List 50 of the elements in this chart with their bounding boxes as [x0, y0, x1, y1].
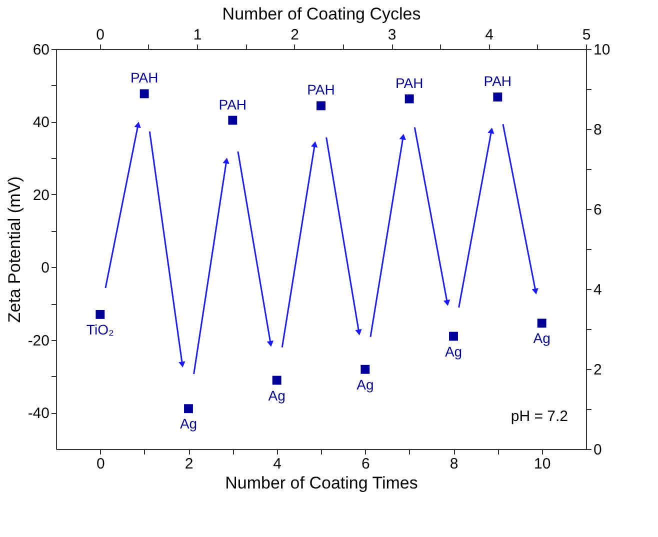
annotation: PAH — [130, 70, 158, 86]
x2-tick-label: 1 — [193, 26, 202, 44]
annotation: PAH — [395, 74, 424, 91]
x2-axis-title: Number of Coating Cycles — [222, 4, 421, 24]
annotation: PAH — [484, 73, 512, 89]
x-tick-label: 0 — [96, 456, 105, 472]
x2-tick-label: 2 — [290, 26, 299, 44]
y-tick-label: 20 — [32, 186, 50, 204]
point — [404, 94, 414, 104]
y2-tick-label: 0 — [594, 442, 602, 458]
annotation: TiO₂ — [86, 321, 114, 338]
y-axis-title: Zeta Potential (mV) — [4, 176, 24, 323]
x2-tick-label: 5 — [582, 26, 591, 44]
point — [140, 89, 149, 98]
y2-tick-label: 4 — [594, 282, 602, 298]
y2-tick-label: 2 — [594, 362, 602, 378]
y-tick-label: -40 — [28, 405, 50, 422]
y2-tick-label: 10 — [594, 42, 610, 58]
point — [272, 376, 282, 385]
y-tick-label: 0 — [41, 260, 50, 277]
point — [493, 92, 502, 102]
point — [228, 116, 238, 125]
annotation: PAH — [307, 82, 335, 98]
x-tick-label: 6 — [361, 456, 370, 472]
point — [449, 332, 458, 341]
annotation: Ag — [533, 330, 550, 346]
point — [537, 318, 546, 328]
x-tick-label: 4 — [273, 456, 282, 472]
point — [96, 310, 105, 319]
x2-tick-label: 4 — [485, 26, 494, 44]
x-tick-label: 2 — [184, 456, 194, 472]
y2-tick-label: 6 — [594, 202, 602, 218]
point — [316, 101, 326, 110]
x2-tick-label: 3 — [388, 26, 396, 44]
y-tick-label: -20 — [28, 332, 50, 350]
x-tick-label: 10 — [534, 456, 551, 472]
annotation: pH = 7.2 — [510, 408, 568, 425]
y2-tick-label: 8 — [594, 122, 602, 138]
x2-tick-label: 0 — [96, 26, 104, 44]
y-tick-label: 40 — [32, 114, 50, 132]
annotation: Ag — [180, 416, 198, 432]
annotation: PAH — [218, 96, 247, 112]
x-tick-label: 8 — [450, 456, 458, 472]
annotation: Ag — [356, 376, 374, 392]
point — [184, 404, 193, 414]
x-axis-title: Number of Coating Times — [225, 474, 418, 492]
point — [360, 364, 370, 374]
annotation: Ag — [444, 343, 462, 360]
y-tick-label: 60 — [32, 42, 50, 58]
annotation: Ag — [268, 387, 286, 404]
